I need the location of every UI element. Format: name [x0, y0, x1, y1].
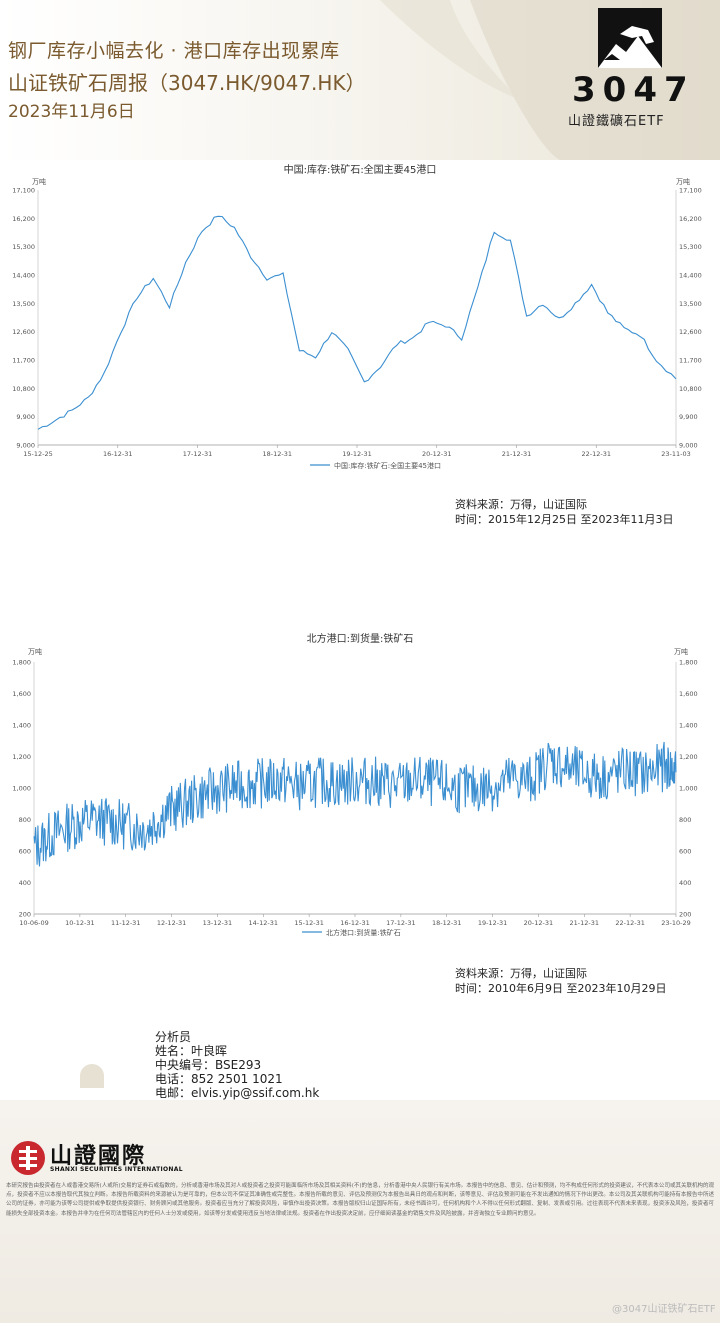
chart2-y-tick-left: 800: [19, 816, 31, 824]
chart1-y-tick-left: 9,900: [16, 413, 35, 421]
analyst-block: 分析员 姓名：叶良晖 中央编号：BSE293 电话：852 2501 1021 …: [155, 1030, 319, 1100]
report-date: 2023年11月6日: [8, 102, 135, 122]
chart2-y-tick-right: 1,200: [679, 753, 698, 761]
chart1-y-tick-right: 16,200: [679, 215, 702, 223]
chart-north-port-arrivals: 北方港口:到货量:铁矿石 万吨 万吨 200 200 400 400 600 600 800…: [12, 632, 698, 937]
chart1-source-block: 资料来源：万得，山证国际 时间：2015年12月25日 至2023年11月3日: [455, 497, 673, 527]
chart2-x-tick: 10-06-09: [19, 919, 49, 927]
chart2-source-block: 资料来源：万得，山证国际 时间：2010年6月9日 至2023年10月29日: [455, 966, 666, 996]
report-subtitle: 山证铁矿石周报（3047.HK/9047.HK）: [8, 71, 366, 95]
chart1-y-tick-right: 9,900: [679, 413, 698, 421]
chart2-y-tick-right: 1,000: [679, 785, 698, 793]
chart2-title: 北方港口:到货量:铁矿石: [307, 632, 414, 645]
chart2-x-tick: 23-10-29: [661, 919, 691, 927]
chart1-y-tick-left: 10,800: [12, 385, 35, 393]
analyst-phone: 电话：852 2501 1021: [155, 1072, 283, 1086]
chart-port-inventory: 中国:库存:铁矿石:全国主要45港口 万吨 万吨 9,000 9,000 9,900…: [12, 163, 702, 470]
analyst-email: 电邮：elvis.yip@ssif.com.hk: [155, 1086, 320, 1100]
chart2-x-tick: 19-12-31: [478, 919, 508, 927]
chart1-y-tick-left: 15,300: [12, 243, 35, 251]
chart2-legend-label: 北方港口:到货量:铁矿石: [326, 928, 401, 937]
chart2-y-tick-left: 400: [19, 879, 31, 887]
chart1-x-tick: 17-12-31: [183, 450, 213, 458]
chart1-series-line: [37, 215, 677, 430]
chart1-y-tick-right: 11,700: [679, 357, 702, 365]
chart2-y-tick-left: 200: [19, 911, 31, 919]
chart1-x-tick: 16-12-31: [103, 450, 133, 458]
chart1-y-tick-left: 11,700: [12, 357, 35, 365]
chart1-source: 资料来源：万得，山证国际: [455, 498, 587, 511]
chart2-y-tick-left: 1,000: [12, 785, 31, 793]
chart1-y-tick-right: 13,500: [679, 300, 702, 308]
logo-name: 山證鐵礦石ETF: [568, 114, 665, 129]
chart1-y-tick-right: 12,600: [679, 328, 702, 336]
chart1-x-tick: 18-12-31: [262, 450, 292, 458]
chart1-y-tick-right: 17,100: [679, 187, 702, 195]
chart1-y-tick-left: 17,100: [12, 187, 35, 195]
chart2-x-tick: 21-12-31: [570, 919, 600, 927]
chart2-x-tick: 12-12-31: [157, 919, 187, 927]
chart2-x-tick: 14-12-31: [249, 919, 279, 927]
chart1-y-tick-left: 9,000: [16, 442, 35, 450]
footer-background: [0, 1100, 720, 1323]
chart2-y-tick-left: 1,400: [12, 722, 31, 730]
chart2-y-tick-left: 1,200: [12, 753, 31, 761]
chart2-series-line: [33, 741, 677, 867]
chart1-y-tick-right: 15,300: [679, 243, 702, 251]
chart2-y-tick-right: 1,800: [679, 659, 698, 667]
chart2-y-tick-right: 800: [679, 816, 691, 824]
chart2-y-tick-left: 1,800: [12, 659, 31, 667]
logo-number: 3047: [572, 70, 695, 110]
report-title: 钢厂库存小幅去化 · 港口库存出现累库: [8, 40, 340, 62]
watermark: @3047山证铁矿石ETF: [612, 1304, 716, 1315]
chart2-x-tick: 18-12-31: [432, 919, 462, 927]
shanxi-logo-icon: [11, 1141, 45, 1175]
chart1-x-tick: 21-12-31: [502, 450, 532, 458]
chart2-y-tick-right: 1,400: [679, 722, 698, 730]
chart2-x-tick: 11-12-31: [111, 919, 141, 927]
chart1-y-tick-left: 13,500: [12, 300, 35, 308]
chart2-unit-right: 万吨: [674, 647, 688, 656]
chart1-unit-right: 万吨: [676, 177, 690, 186]
chart2-unit-left: 万吨: [28, 647, 42, 656]
chart2-x-tick: 10-12-31: [65, 919, 95, 927]
chart1-x-tick: 15-12-25: [23, 450, 53, 458]
chart1-y-tick-left: 16,200: [12, 215, 35, 223]
chart2-x-tick: 17-12-31: [386, 919, 416, 927]
chart2-y-tick-left: 1,600: [12, 690, 31, 698]
chart1-x-tick: 20-12-31: [422, 450, 452, 458]
chart2-period: 时间：2010年6月9日 至2023年10月29日: [455, 982, 667, 995]
chart2-y-tick-right: 200: [679, 911, 691, 919]
brand-name-cn: 山證國際: [50, 1144, 147, 1169]
brand-name-en: SHANXI SECURITIES INTERNATIONAL: [50, 1166, 183, 1173]
chart2-y-tick-right: 400: [679, 879, 691, 887]
chart1-y-tick-left: 12,600: [12, 328, 35, 336]
chart1-period: 时间：2015年12月25日 至2023年11月3日: [455, 513, 674, 526]
disclaimer-text: 本研究报告由投资者在人或香港交易所(人或所)交易的证券石或指数的，分析或香港市场…: [6, 1183, 714, 1217]
chart1-legend-label: 中国:库存:铁矿石:全国主要45港口: [334, 461, 441, 470]
chart2-y-tick-right: 600: [679, 848, 691, 856]
chart1-x-tick: 22-12-31: [581, 450, 611, 458]
chart2-x-tick: 15-12-31: [294, 919, 324, 927]
chart2-y-tick-right: 1,600: [679, 690, 698, 698]
chart1-x-tick: 19-12-31: [342, 450, 372, 458]
chart1-title: 中国:库存:铁矿石:全国主要45港口: [284, 163, 437, 176]
chart1-y-tick-left: 14,400: [12, 272, 35, 280]
decorative-shape: [80, 1064, 104, 1088]
chart2-x-tick: 22-12-31: [615, 919, 645, 927]
chart2-x-tick: 13-12-31: [203, 919, 233, 927]
chart1-y-tick-right: 9,000: [679, 442, 698, 450]
chart1-unit-left: 万吨: [32, 177, 46, 186]
chart2-x-tick: 20-12-31: [524, 919, 554, 927]
analyst-name: 姓名：叶良晖: [155, 1044, 228, 1058]
excavator-logo-icon: [598, 8, 662, 68]
chart2-y-tick-left: 600: [19, 848, 31, 856]
chart1-x-tick: 23-11-03: [661, 450, 691, 458]
chart2-x-tick: 16-12-31: [340, 919, 370, 927]
chart1-y-tick-right: 10,800: [679, 385, 702, 393]
chart1-y-tick-right: 14,400: [679, 272, 702, 280]
chart2-source: 资料来源：万得，山证国际: [455, 967, 587, 980]
analyst-role: 分析员: [155, 1030, 192, 1044]
analyst-code: 中央编号：BSE293: [155, 1058, 262, 1072]
